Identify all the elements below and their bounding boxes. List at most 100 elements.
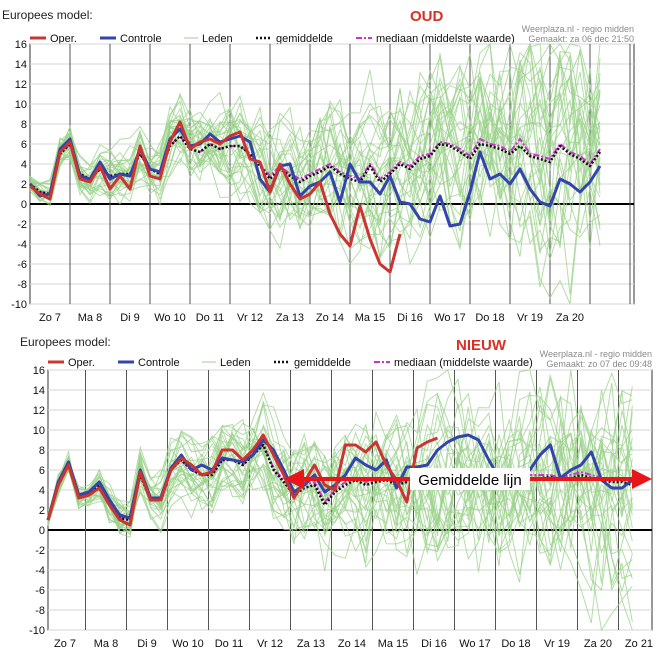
- chart-title: Europees model:: [20, 335, 111, 349]
- member-line: [29, 42, 601, 205]
- y-tick-label: 6: [21, 139, 27, 151]
- x-tick-label: Ma 15: [355, 312, 386, 324]
- y-tick-label: 12: [15, 79, 27, 91]
- y-tick-label: 6: [39, 465, 45, 477]
- x-tick-label: Do 18: [501, 638, 530, 650]
- series-controle: [28, 127, 602, 228]
- legend-label-controle: Controle: [138, 357, 180, 369]
- x-tick-label: Di 16: [421, 638, 447, 650]
- member-line: [29, 99, 601, 240]
- x-tick-label: Do 18: [475, 312, 504, 324]
- member-line: [47, 425, 633, 624]
- series-oper: [46, 433, 439, 527]
- y-tick-label: 16: [33, 365, 45, 377]
- series-oper: [29, 120, 402, 274]
- y-tick-label: -10: [29, 625, 45, 637]
- annotation-label: Gemiddelde lijn: [418, 472, 521, 489]
- member-line: [47, 423, 633, 592]
- x-tick-label: Za 20: [556, 312, 584, 324]
- legend-label-leden: Leden: [220, 357, 251, 369]
- legend-label-oper: Oper.: [68, 357, 95, 369]
- annotation-gemiddelde-lijn: Gemiddelde lijn: [284, 468, 652, 490]
- x-tick-label: Wo 17: [459, 638, 491, 650]
- y-tick-label: 0: [39, 525, 45, 537]
- member-line: [47, 381, 633, 592]
- x-tick-label: Za 13: [297, 638, 325, 650]
- legend-label-controle: Controle: [120, 33, 162, 45]
- chart-nieuw: Europees model: NIEUW Weerplaza.nl - reg…: [20, 335, 653, 650]
- x-tick-label: Ma 15: [378, 638, 409, 650]
- y-tick-label: 2: [21, 179, 27, 191]
- y-tick-label: -4: [17, 239, 27, 251]
- y-tick-label: 8: [39, 445, 45, 457]
- x-tick-label: Wo 10: [172, 638, 204, 650]
- member-line: [29, 117, 601, 261]
- member-line: [29, 98, 601, 295]
- x-tick-label: Wo 17: [434, 312, 466, 324]
- x-tick-label: Zo 14: [338, 638, 366, 650]
- chart-title: Europees model:: [2, 8, 93, 22]
- y-tick-label: 4: [21, 159, 27, 171]
- x-tick-label: Zo 21: [625, 638, 653, 650]
- x-tick-label: Zo 7: [39, 312, 61, 324]
- y-tick-label: 14: [33, 385, 45, 397]
- legend-label-mediaan: mediaan (middelste waarde): [394, 357, 533, 369]
- y-tick-label: 0: [21, 199, 27, 211]
- member-line: [47, 401, 633, 575]
- arrow-head-left: [284, 469, 304, 489]
- series-gemiddelde: [29, 134, 602, 196]
- y-tick-label: 16: [15, 39, 27, 51]
- x-tick-label: Do 11: [215, 638, 244, 650]
- legend-label-leden: Leden: [202, 33, 233, 45]
- member-line: [47, 440, 633, 593]
- y-tick-label: 8: [21, 119, 27, 131]
- member-line: [29, 76, 601, 226]
- series-mediaan: [47, 444, 633, 521]
- y-tick-label: 10: [15, 99, 27, 111]
- plot-area: -10 -8 -6 -4 -2 0 2 4 6 8 10 12 14 16 Zo 7 Ma 8 Di 9 Wo 1…: [11, 39, 635, 324]
- x-tick-label: Wo 10: [154, 312, 186, 324]
- legend-label-gemiddelde: gemiddelde: [294, 357, 351, 369]
- chart-tag-oud: OUD: [410, 8, 444, 25]
- x-tick-label: Ma 8: [94, 638, 118, 650]
- y-tick-label: -8: [17, 279, 27, 291]
- x-tick-label: Ma 8: [78, 312, 102, 324]
- annotation-background: [410, 468, 530, 490]
- credit-made: Gemaakt: zo 07 dec 09:48: [546, 359, 652, 369]
- y-tick-label: -6: [17, 259, 27, 271]
- x-tick-label: Zo 14: [316, 312, 344, 324]
- x-tick-label: Di 9: [120, 312, 140, 324]
- x-tick-label: Vr 19: [517, 312, 543, 324]
- chart-tag-nieuw: NIEUW: [456, 337, 507, 354]
- x-tick-label: Za 20: [584, 638, 612, 650]
- x-tick-label: Do 11: [196, 312, 225, 324]
- chart-oud: Europees model: OUD Weerplaza.nl - regio…: [2, 8, 635, 324]
- legend-label-oper: Oper.: [50, 33, 77, 45]
- y-tick-label: 4: [39, 485, 45, 497]
- credit-site: Weerplaza.nl - regio midden: [540, 349, 652, 359]
- y-tick-label: -8: [35, 605, 45, 617]
- x-tick-label: Vr 12: [237, 312, 263, 324]
- legend-label-mediaan: mediaan (middelste waarde): [376, 33, 515, 45]
- x-tick-label: Di 9: [137, 638, 157, 650]
- x-tick-label: Vr 19: [544, 638, 570, 650]
- y-tick-label: 2: [39, 505, 45, 517]
- credit-site: Weerplaza.nl - regio midden: [522, 24, 634, 34]
- plot-area: -10 -8 -6 -4 -2 0 2 4 6 8 10 12 14 16 Zo 7 Ma 8 Di 9 Wo 1…: [29, 365, 653, 650]
- y-tick-label: -10: [11, 299, 27, 311]
- member-line: [29, 50, 601, 266]
- legend-label-gemiddelde: gemiddelde: [276, 33, 333, 45]
- y-tick-label: 14: [15, 59, 27, 71]
- x-tick-label: Za 13: [276, 312, 304, 324]
- x-tick-label: Zo 7: [54, 638, 76, 650]
- series-mediaan: [29, 135, 601, 195]
- credit-made: Gemaakt: za 06 dec 21:50: [528, 34, 634, 44]
- y-tick-label: -4: [35, 565, 45, 577]
- x-tick-label: Di 16: [397, 312, 423, 324]
- x-tick-label: Vr 12: [257, 638, 283, 650]
- chart-legend: Oper. Controle Leden gemiddelde mediaan …: [30, 33, 515, 45]
- y-tick-label: -6: [35, 585, 45, 597]
- arrow-head-right: [632, 469, 652, 489]
- y-tick-label: -2: [35, 545, 45, 557]
